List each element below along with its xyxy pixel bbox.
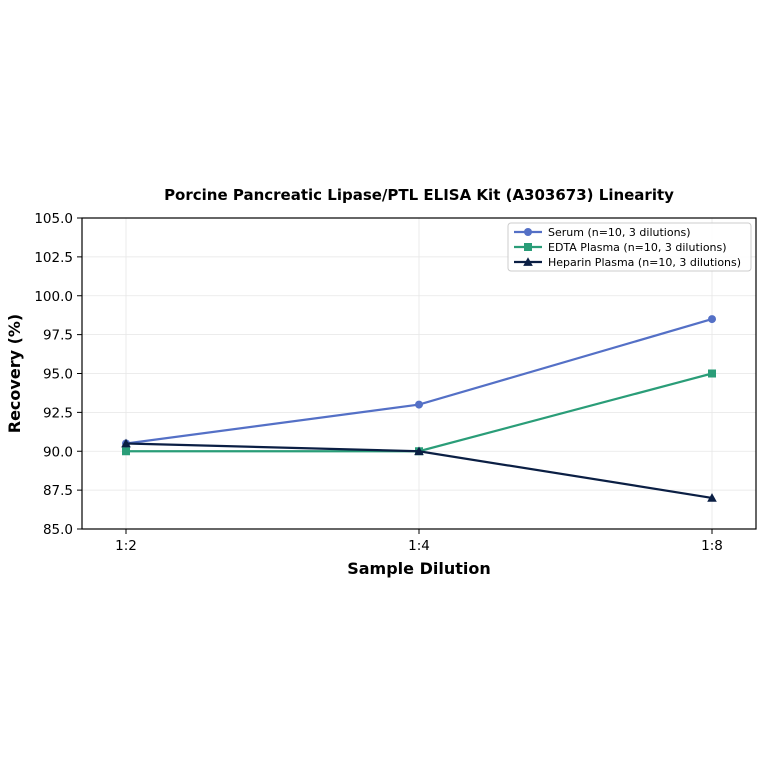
series-point — [414, 446, 424, 456]
series-point — [524, 243, 532, 251]
series-point — [707, 493, 717, 502]
y-tick-label: 87.5 — [43, 483, 73, 499]
series-group — [121, 315, 717, 502]
plot-frame — [81, 217, 757, 530]
series-point — [708, 315, 716, 324]
y-axis-label: Recovery (%) — [5, 314, 24, 433]
y-tick-label: 102.5 — [34, 250, 73, 266]
chart-title: Porcine Pancreatic Lipase/PTL ELISA Kit … — [164, 186, 674, 204]
series-point — [122, 447, 130, 456]
legend: Serum (n=10, 3 dilutions) EDTA Plasma (n=… — [507, 222, 752, 272]
legend-label: Heparin Plasma (n=10, 3 dilutions) — [548, 256, 741, 269]
legend-item: Heparin Plasma (n=10, 3 dilutions) — [514, 256, 741, 269]
series-point — [523, 257, 533, 266]
y-axis: 85.0 87.5 90.0 92.5 95.0 97.5 100.0 102.5 105.0 — [34, 211, 82, 538]
legend-label: EDTA Plasma (n=10, 3 dilutions) — [548, 241, 727, 254]
x-axis: 1:2 1:4 1:8 — [115, 529, 723, 554]
y-tick-label: 100.0 — [34, 289, 73, 305]
y-tick-label: 90.0 — [43, 444, 73, 460]
series-point — [121, 438, 131, 448]
y-tick-label: 92.5 — [43, 405, 73, 421]
x-tick-label: 1:4 — [408, 538, 430, 554]
x-tick-label: 1:8 — [701, 538, 723, 554]
legend-item: Serum (n=10, 3 dilutions) — [514, 226, 691, 239]
series-point — [415, 400, 423, 409]
y-tick-label: 85.0 — [43, 522, 73, 538]
y-tick-label: 97.5 — [43, 328, 73, 344]
legend-item: EDTA Plasma (n=10, 3 dilutions) — [514, 241, 727, 254]
legend-label: Serum (n=10, 3 dilutions) — [548, 226, 691, 239]
series-2 — [121, 438, 717, 502]
legend-box — [507, 222, 752, 272]
y-tick-label: 105.0 — [34, 211, 73, 227]
y-tick-label: 95.0 — [43, 367, 73, 383]
series-point — [524, 228, 532, 236]
x-tick-label: 1:2 — [115, 538, 137, 554]
series-point — [708, 369, 716, 378]
x-axis-label: Sample Dilution — [347, 559, 491, 578]
